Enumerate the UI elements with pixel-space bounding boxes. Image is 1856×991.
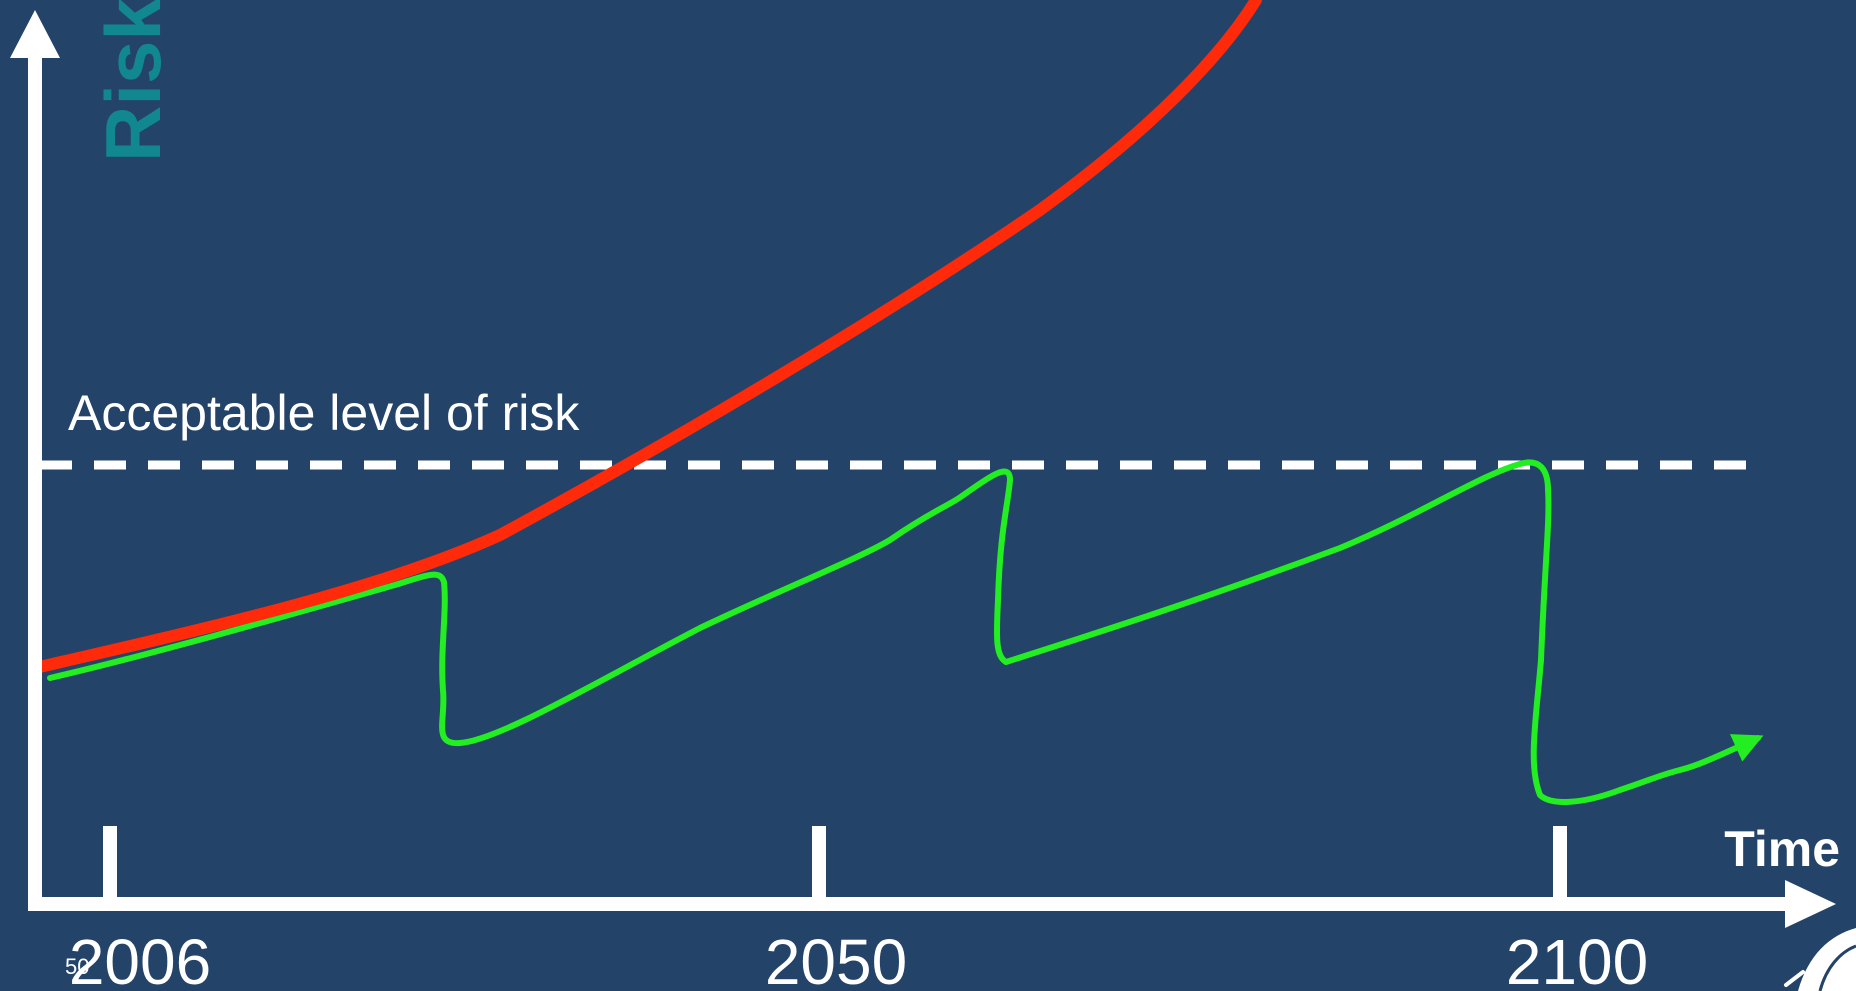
- y-axis-arrowhead: [10, 10, 60, 58]
- slide-number: 50: [65, 954, 89, 979]
- managed-risk-curve: [47, 459, 1764, 805]
- unmanaged-risk-curve: [29, 0, 1262, 674]
- tick-label-2100: 2100: [1506, 926, 1648, 991]
- threshold-label: Acceptable level of risk: [68, 385, 580, 441]
- x-axis-title: Time: [1724, 821, 1840, 877]
- y-axis-title: Risk: [89, 0, 177, 162]
- tick-label-2050: 2050: [765, 926, 907, 991]
- x-axis-arrowhead: [1785, 880, 1836, 928]
- tick-label-2006: 2006: [69, 926, 211, 991]
- feather-logo-icon: [1784, 928, 1856, 991]
